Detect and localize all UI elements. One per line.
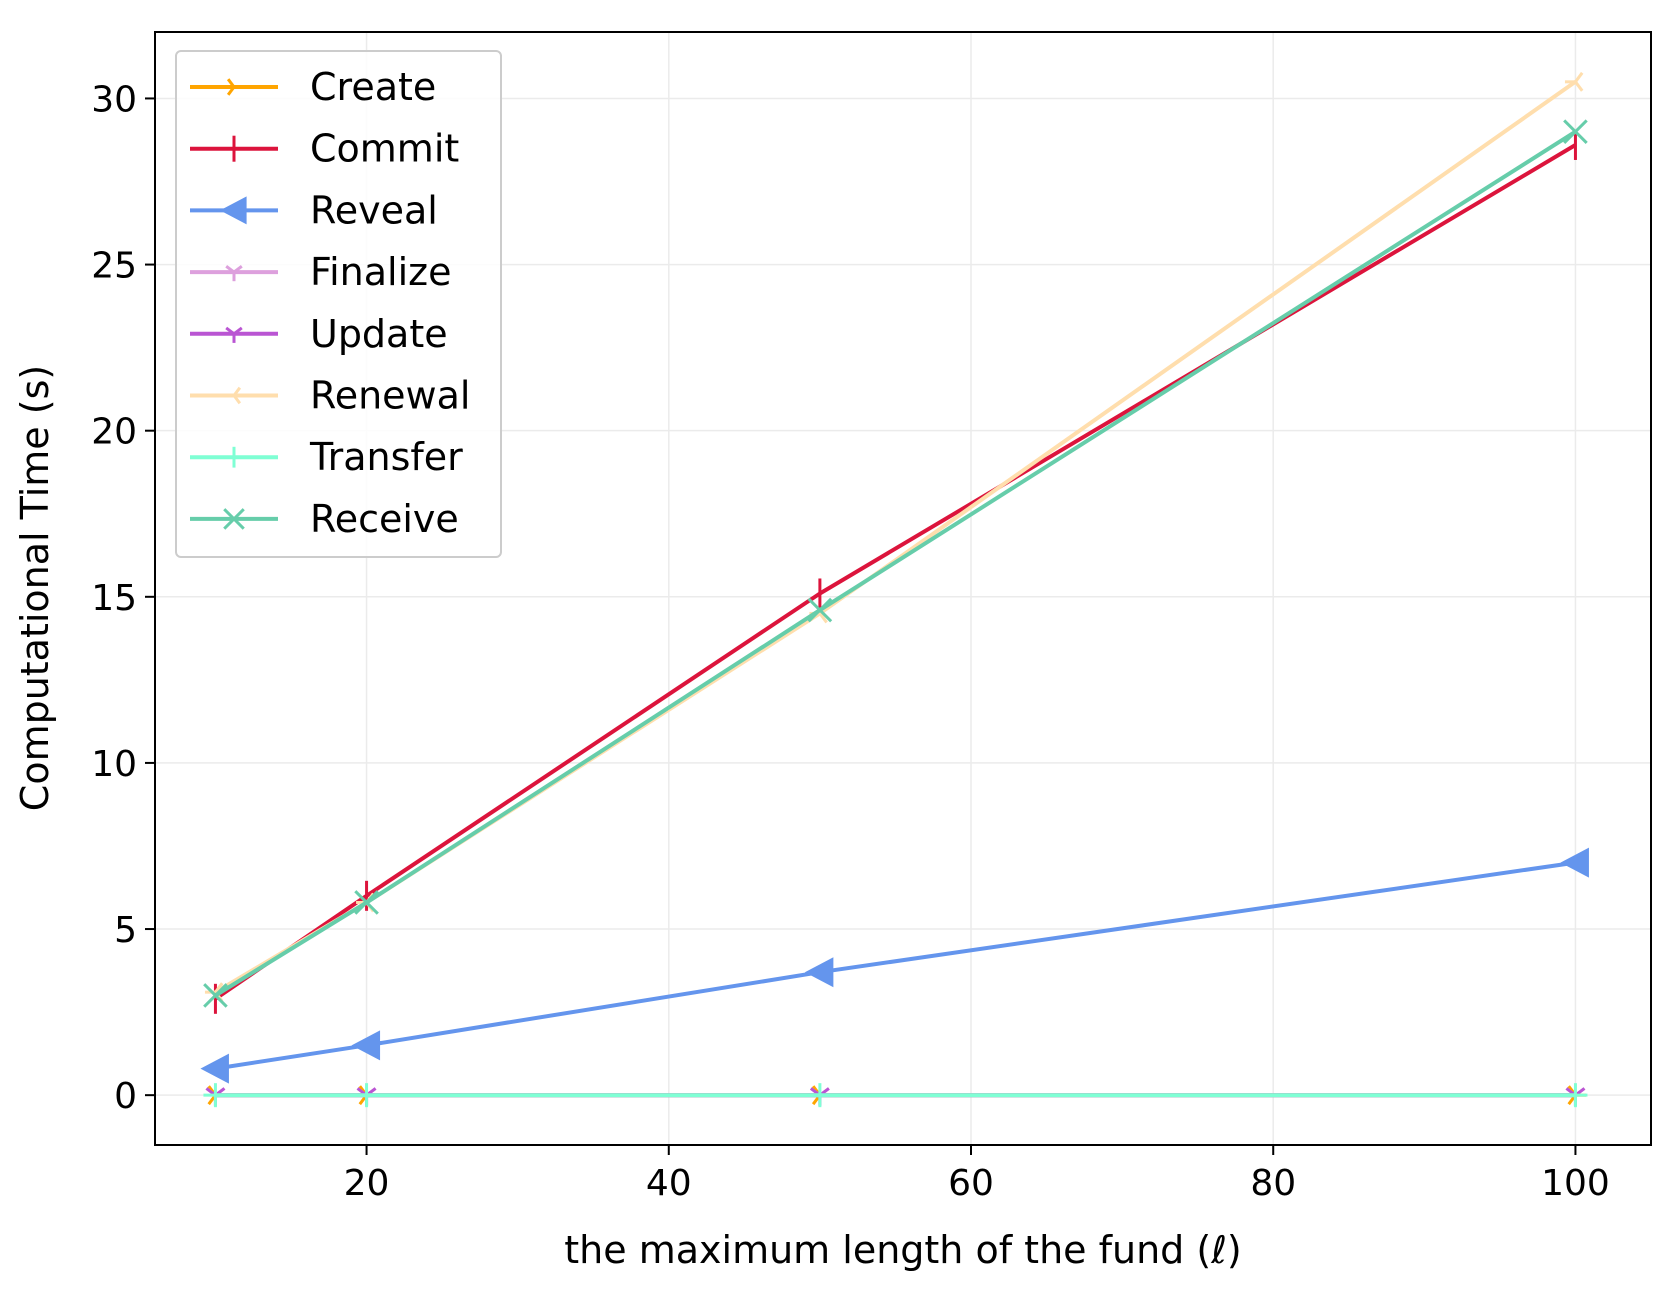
y-tick-label: 20 <box>91 412 137 453</box>
legend-item-finalize: Finalize <box>190 250 451 294</box>
data-point <box>203 1083 228 1108</box>
legend-label: Renewal <box>310 374 470 418</box>
legend-marker <box>220 196 247 225</box>
x-tick-label: 100 <box>1541 1163 1610 1204</box>
data-point <box>804 957 834 988</box>
legend-item-update: Update <box>190 312 448 356</box>
legend-marker <box>225 265 243 282</box>
data-point <box>354 890 379 915</box>
y-tick-label: 25 <box>91 246 137 287</box>
y-tick-label: 5 <box>114 910 137 951</box>
legend-label: Create <box>310 65 436 109</box>
y-tick-label: 10 <box>91 744 137 785</box>
legend-item-commit: Commit <box>190 127 459 171</box>
y-tick-label: 0 <box>114 1076 137 1117</box>
data-point <box>200 1053 229 1084</box>
data-point <box>354 1083 379 1108</box>
data-point <box>807 597 833 623</box>
series-transfer <box>203 1083 1588 1108</box>
axis-ticks: 20 40 60 80 100 0 5 10 15 20 25 30 <box>91 79 1610 1204</box>
data-point <box>1563 119 1588 144</box>
legend-box <box>175 50 502 558</box>
legend-marker <box>224 386 242 405</box>
legend-label: Reveal <box>310 188 438 232</box>
series-line <box>215 860 1576 1071</box>
legend-label: Finalize <box>310 250 451 294</box>
data-point <box>1560 847 1589 878</box>
legend-item-create: Create <box>190 65 436 109</box>
legend-label: Commit <box>310 127 459 171</box>
x-tick-label: 40 <box>646 1163 692 1204</box>
x-tick-label: 80 <box>1250 1163 1296 1204</box>
legend-item-renewal: Renewal <box>190 374 470 418</box>
data-point <box>203 983 228 1008</box>
legend-marker <box>223 508 245 530</box>
series-receive <box>203 119 1588 1008</box>
x-tick-label: 20 <box>344 1163 390 1204</box>
x-axis-label: the maximum length of the fund (ℓ) <box>564 1228 1241 1272</box>
y-tick-label: 15 <box>91 578 137 619</box>
legend-label: Receive <box>310 497 459 541</box>
legend-label: Transfer <box>309 435 463 479</box>
x-tick-label: 60 <box>948 1163 994 1204</box>
data-point <box>807 1083 832 1108</box>
legend-label: Update <box>310 312 448 356</box>
legend: Create Commit Reveal Finalize Update Renewal T… <box>175 50 502 558</box>
y-axis-label: Computational Time (s) <box>13 365 57 811</box>
legend-marker <box>223 446 245 468</box>
legend-item-transfer: Transfer <box>190 435 463 479</box>
series-line <box>214 130 1577 998</box>
data-point <box>351 1030 381 1061</box>
series-reveal <box>200 847 1589 1084</box>
legend-item-receive: Receive <box>190 497 459 541</box>
legend-item-reveal: Reveal <box>190 188 438 232</box>
legend-marker <box>225 326 243 343</box>
y-tick-label: 30 <box>91 79 137 120</box>
data-point <box>1564 71 1584 92</box>
series-lines <box>200 71 1589 1108</box>
plot-frame <box>154 31 1652 1146</box>
legend-marker <box>226 78 244 96</box>
data-point <box>1563 1083 1588 1108</box>
